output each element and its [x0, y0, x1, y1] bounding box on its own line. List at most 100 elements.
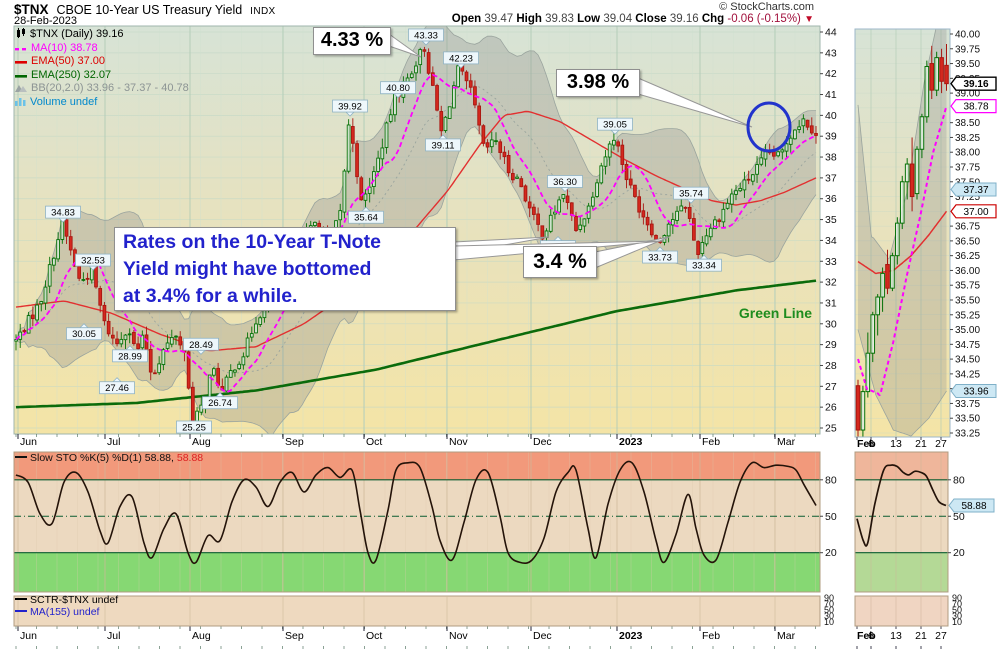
- svg-text:33.34: 33.34: [692, 261, 716, 272]
- svg-text:42: 42: [825, 68, 837, 80]
- svg-text:34.50: 34.50: [955, 355, 980, 366]
- svg-text:35.75: 35.75: [955, 281, 980, 292]
- sctr-ma-label: MA(155) undef: [15, 606, 118, 619]
- svg-text:Sep: Sep: [285, 630, 304, 642]
- svg-text:35.64: 35.64: [354, 213, 378, 224]
- sto-legend: Slow STO %K(5) %D(1) 58.88, 58.88: [15, 452, 203, 464]
- svg-text:28: 28: [825, 360, 837, 372]
- svg-text:80: 80: [825, 474, 837, 486]
- sctr-line-swatch: [15, 598, 27, 600]
- svg-text:50: 50: [953, 511, 965, 523]
- svg-text:90: 90: [824, 593, 834, 603]
- svg-text:31: 31: [825, 297, 837, 309]
- high-value: 39.83: [545, 13, 574, 25]
- svg-text:Oct: Oct: [366, 630, 382, 642]
- svg-text:35.74: 35.74: [679, 189, 703, 200]
- instrument-name: CBOE 10-Year US Treasury Yield: [56, 3, 243, 17]
- svg-text:37.25: 37.25: [955, 192, 980, 203]
- volume-bars-icon: [15, 97, 27, 110]
- svg-text:34.83: 34.83: [51, 208, 75, 219]
- chg-label: Chg: [701, 13, 725, 25]
- svg-text:6: 6: [868, 438, 874, 450]
- svg-text:38.50: 38.50: [955, 118, 980, 129]
- svg-text:33.50: 33.50: [955, 414, 980, 425]
- svg-text:10: 10: [952, 617, 962, 627]
- solid-line-swatch: [15, 70, 28, 83]
- solid-line-swatch: [15, 56, 28, 69]
- svg-text:Nov: Nov: [449, 630, 468, 642]
- exchange: INDX: [250, 6, 276, 17]
- svg-text:43.33: 43.33: [414, 30, 438, 41]
- mini-candlestick-series: [855, 44, 949, 437]
- green-line-label: Green Line: [738, 305, 812, 321]
- svg-text:27.46: 27.46: [105, 383, 129, 394]
- svg-text:33.75: 33.75: [955, 399, 980, 410]
- svg-text:21: 21: [915, 630, 927, 642]
- svg-text:27: 27: [935, 438, 947, 450]
- slow-sto-panel: [14, 452, 820, 592]
- svg-text:33.25: 33.25: [955, 428, 980, 439]
- svg-text:30: 30: [824, 611, 834, 621]
- svg-text:20: 20: [825, 547, 837, 559]
- svg-text:13: 13: [890, 438, 902, 450]
- open-label: Open: [451, 13, 482, 25]
- mini-sto-axis: 80 50 20 58.88: [948, 474, 995, 559]
- svg-text:80: 80: [953, 474, 965, 486]
- legend-volume: Volume undef: [15, 96, 189, 110]
- svg-text:37.75: 37.75: [955, 162, 980, 173]
- svg-text:40.00: 40.00: [955, 30, 980, 41]
- svg-text:39.11: 39.11: [431, 140, 454, 151]
- annotation-rate-low: 3.4 %: [523, 246, 597, 278]
- slow-sto-panel: [855, 452, 948, 592]
- svg-text:37: 37: [825, 172, 837, 184]
- svg-text:34: 34: [825, 235, 837, 247]
- svg-text:36: 36: [825, 193, 837, 205]
- svg-text:35.00: 35.00: [955, 325, 980, 336]
- svg-text:Mar: Mar: [777, 436, 796, 448]
- sto-d-value: 58.88: [176, 452, 204, 464]
- svg-text:36.50: 36.50: [955, 236, 980, 247]
- ema250-line: [15, 279, 817, 409]
- svg-text:39: 39: [825, 131, 837, 143]
- svg-text:Nov: Nov: [449, 436, 468, 448]
- svg-text:43: 43: [825, 47, 837, 59]
- svg-text:Jul: Jul: [107, 630, 120, 642]
- band-swatch: [15, 83, 28, 96]
- svg-text:33.73: 33.73: [648, 253, 672, 264]
- svg-text:33: 33: [825, 256, 837, 268]
- svg-text:90: 90: [952, 593, 962, 603]
- svg-text:50: 50: [825, 511, 837, 523]
- svg-text:36.30: 36.30: [553, 177, 577, 188]
- svg-text:35: 35: [825, 214, 837, 226]
- annotation-rate-recent: 3.98 %: [556, 69, 640, 97]
- svg-text:38.78: 38.78: [963, 102, 988, 113]
- svg-text:38.00: 38.00: [955, 148, 980, 159]
- svg-text:Oct: Oct: [366, 436, 382, 448]
- svg-text:Mar: Mar: [777, 630, 796, 642]
- close-label: Close: [635, 13, 667, 25]
- svg-text:27: 27: [935, 630, 947, 642]
- svg-text:27: 27: [825, 381, 837, 393]
- svg-text:Sep: Sep: [285, 436, 304, 448]
- main-x-axis: Jun Jul Aug Sep Oct Nov Dec 2023 Feb Mar: [15, 434, 816, 448]
- svg-text:70: 70: [952, 599, 962, 609]
- mini-y-axis: 40.0039.7539.5039.2539.0038.5038.2538.00…: [950, 30, 997, 439]
- svg-text:Feb: Feb: [857, 438, 876, 450]
- header: $TNX CBOE 10-Year US Treasury Yield INDX: [14, 1, 276, 19]
- svg-text:40.80: 40.80: [386, 83, 410, 94]
- svg-text:39.16: 39.16: [963, 79, 988, 90]
- svg-text:35.50: 35.50: [955, 295, 980, 306]
- close-value: 39.16: [669, 13, 699, 25]
- low-label: Low: [577, 13, 601, 25]
- sto-line: [15, 460, 817, 565]
- svg-text:10: 10: [824, 617, 834, 627]
- svg-text:30: 30: [952, 611, 962, 621]
- svg-text:33.96: 33.96: [963, 387, 988, 398]
- svg-text:38.25: 38.25: [955, 133, 980, 144]
- svg-text:Feb: Feb: [702, 630, 720, 642]
- copyright: © StockCharts.com: [719, 1, 814, 13]
- svg-text:41: 41: [825, 89, 837, 101]
- legend-bb: BB(20,2.0) 33.96 - 37.37 - 40.78: [15, 82, 189, 96]
